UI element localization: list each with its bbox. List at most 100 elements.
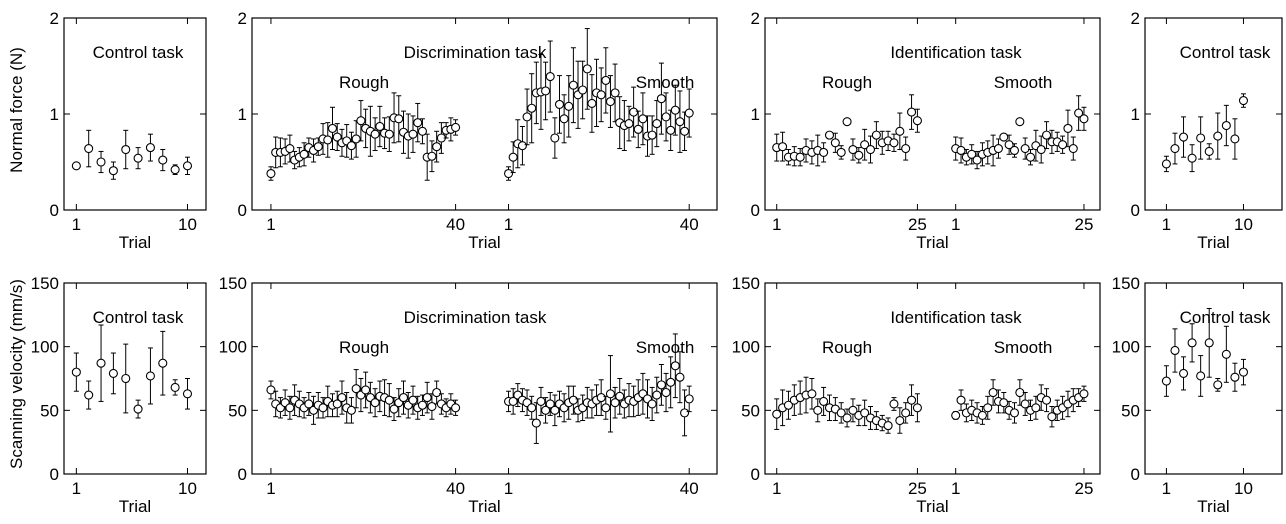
- segment-label: Rough: [339, 338, 389, 357]
- x-tick-label: 25: [908, 479, 927, 498]
- data-point: [819, 396, 829, 406]
- data-point: [1178, 368, 1189, 378]
- data-point: [860, 140, 870, 150]
- data-point: [656, 94, 666, 104]
- data-point: [652, 390, 662, 400]
- data-point: [84, 144, 94, 154]
- data-point: [988, 387, 998, 398]
- data-point: [427, 151, 437, 161]
- data-point: [568, 80, 578, 90]
- y-tick-label: 150: [31, 274, 59, 293]
- data-point: [332, 399, 342, 409]
- y-tick-label: 150: [219, 274, 247, 293]
- data-point: [596, 393, 606, 403]
- y-tick-label: 1: [1131, 105, 1140, 124]
- x-tick-label: 1: [772, 479, 781, 498]
- data-point: [647, 399, 657, 409]
- data-point: [610, 88, 620, 98]
- data-point: [842, 117, 852, 127]
- axis-frame: [251, 282, 718, 475]
- x-tick-label: 1: [504, 215, 513, 234]
- y-tick-label: 1: [751, 105, 760, 124]
- data-point: [656, 380, 666, 390]
- data-point: [596, 90, 606, 100]
- x-axis-label: Trial: [119, 497, 151, 516]
- data-point: [384, 395, 394, 405]
- data-point: [1213, 380, 1223, 390]
- data-point: [1004, 140, 1014, 150]
- data-point: [1079, 389, 1089, 399]
- data-point: [1161, 376, 1171, 386]
- panel-title: Identification task: [890, 43, 1022, 62]
- data-point: [624, 119, 634, 129]
- axis-frame: [63, 282, 207, 475]
- data-point: [182, 389, 193, 399]
- data-point: [977, 410, 987, 420]
- data-point: [1009, 145, 1020, 156]
- data-point: [133, 153, 143, 163]
- data-point: [819, 147, 829, 157]
- x-axis-label: Trial: [916, 233, 948, 252]
- data-point: [327, 123, 338, 133]
- data-point: [633, 124, 643, 134]
- data-point: [550, 133, 560, 143]
- data-point: [951, 410, 961, 420]
- y-tick-label: 0: [238, 465, 247, 484]
- data-point: [670, 105, 680, 115]
- data-point: [318, 403, 328, 413]
- data-point: [427, 401, 437, 412]
- data-point: [1042, 130, 1052, 140]
- y-tick-label: 2: [751, 9, 760, 28]
- data-point: [993, 144, 1003, 154]
- data-point: [522, 112, 532, 122]
- data-point: [121, 144, 131, 155]
- data-point: [121, 373, 131, 384]
- data-point: [967, 149, 977, 159]
- y-tick-label: 100: [219, 338, 247, 357]
- panel-control-right-row0: 0 1 2 Control task Trial 1 10: [1131, 9, 1283, 252]
- x-tick-label: 10: [178, 215, 197, 234]
- data-point: [451, 122, 461, 132]
- data-point: [684, 394, 694, 404]
- row-label-scanning-velocity: Scanning velocity (mm/s): [7, 279, 26, 469]
- data-point: [71, 161, 81, 171]
- x-tick-label: 1: [72, 479, 81, 498]
- data-point: [554, 99, 565, 109]
- data-point: [351, 134, 361, 144]
- x-tick-label: 10: [1234, 215, 1253, 234]
- data-point: [71, 367, 81, 377]
- data-point: [848, 405, 858, 415]
- data-point: [451, 403, 461, 413]
- data-point: [145, 143, 155, 153]
- data-point: [1221, 349, 1231, 359]
- data-point: [999, 398, 1009, 408]
- data-point: [582, 64, 592, 74]
- data-point: [389, 404, 399, 414]
- data-point: [795, 152, 805, 162]
- x-tick-label: 1: [1162, 479, 1171, 498]
- data-point: [182, 161, 193, 171]
- data-point: [508, 152, 518, 162]
- data-point: [417, 126, 427, 136]
- data-point: [517, 141, 527, 151]
- y-tick-label: 100: [732, 338, 760, 357]
- x-tick-label: 1: [1162, 215, 1171, 234]
- data-point: [587, 98, 597, 108]
- data-point: [912, 116, 922, 126]
- data-point: [559, 114, 569, 124]
- data-point: [527, 103, 537, 113]
- data-point: [564, 101, 574, 111]
- data-point: [145, 371, 155, 381]
- data-point: [1068, 144, 1078, 154]
- data-point: [889, 399, 899, 409]
- data-point: [266, 168, 276, 179]
- data-point: [860, 408, 870, 418]
- data-point: [1058, 140, 1068, 150]
- data-point: [629, 107, 639, 117]
- data-point: [1074, 108, 1084, 118]
- y-tick-label: 1: [238, 105, 247, 124]
- x-axis-label: Trial: [468, 497, 500, 516]
- data-point: [1204, 146, 1214, 156]
- data-point: [680, 126, 690, 136]
